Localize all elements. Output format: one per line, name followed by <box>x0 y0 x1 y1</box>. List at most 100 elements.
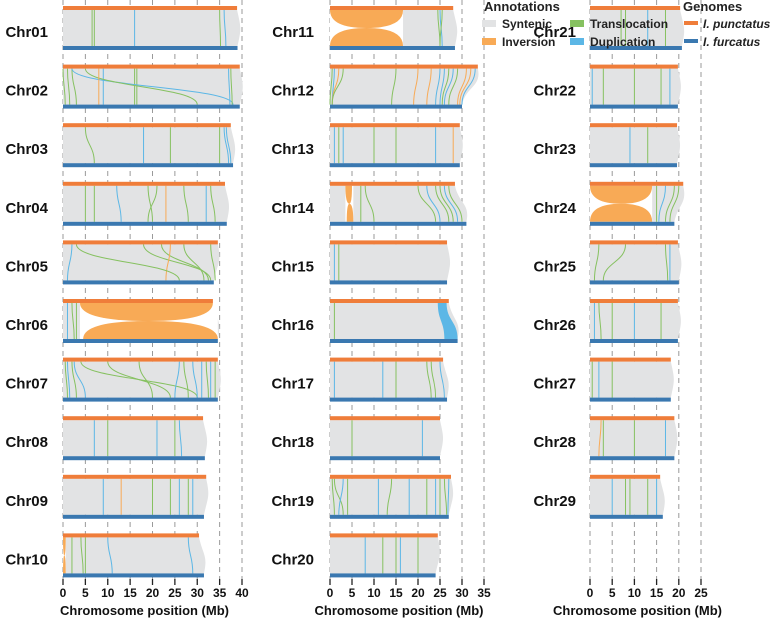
duplication-link <box>658 185 666 222</box>
chromosome-label: Chr26 <box>533 317 576 334</box>
chromosome-chr10: Chr10 <box>5 533 206 578</box>
syntenic-block <box>590 420 678 457</box>
legend-label: Syntenic <box>502 17 552 31</box>
i-punctatus-chromosome-bar <box>63 240 218 245</box>
chromosome-label: Chr05 <box>5 258 48 275</box>
translocation-link <box>210 185 216 222</box>
i-furcatus-chromosome-bar <box>63 573 204 578</box>
x-axis-title: Chromosome position (Mb) <box>60 603 229 618</box>
i-punctatus-chromosome-bar <box>63 64 240 69</box>
translocation-link <box>84 127 95 164</box>
tick-label: 35 <box>477 586 491 600</box>
translocation-link <box>107 361 171 398</box>
translocation-link <box>448 185 463 222</box>
translocation-link <box>669 185 680 222</box>
translocation-link <box>329 68 333 105</box>
legend-genome-label: I. furcatus <box>703 35 761 49</box>
chromosome-chr13: Chr13 <box>271 123 463 168</box>
i-furcatus-chromosome-bar <box>590 339 678 343</box>
panel-2: 0 5 10 15 20 25 30 35 Chromosome position (Mb) Ch… <box>271 0 491 618</box>
i-furcatus-chromosome-bar <box>63 280 214 285</box>
syntenic-block <box>63 537 206 574</box>
i-punctatus-chromosome-bar <box>590 6 681 10</box>
duplication-link <box>461 68 476 105</box>
duplication-link <box>71 68 234 105</box>
i-punctatus-chromosome-bar <box>330 6 454 10</box>
tick-label: 0 <box>327 586 334 600</box>
translocation-link <box>183 244 205 281</box>
translocation-link <box>364 185 375 222</box>
i-furcatus-chromosome-bar <box>63 221 227 226</box>
tick-label: 30 <box>191 586 205 600</box>
inversion-link <box>426 68 432 105</box>
chromosome-label: Chr16 <box>271 317 314 334</box>
chromosome-label: Chr25 <box>533 258 576 275</box>
i-furcatus-chromosome-bar <box>330 163 460 168</box>
chromosome-chr15: Chr15 <box>271 240 451 285</box>
duplication-link <box>225 127 232 164</box>
chromosome-label: Chr06 <box>5 317 48 334</box>
i-punctatus-chromosome-bar <box>63 299 213 303</box>
chromosome-label: Chr03 <box>5 141 48 158</box>
duplication-link <box>116 185 122 222</box>
translocation-link <box>75 244 180 281</box>
syntenic-block <box>590 244 682 281</box>
chromosome-label: Chr11 <box>272 24 314 41</box>
i-punctatus-chromosome-bar <box>590 357 671 362</box>
translocation-link <box>205 361 209 398</box>
legend-swatch-inversion <box>482 38 496 45</box>
i-furcatus-chromosome-bar <box>590 46 682 50</box>
syntenic-block <box>63 244 220 281</box>
legend-swatch-translocation <box>570 20 584 27</box>
i-furcatus-chromosome-bar <box>330 46 455 50</box>
translocation-link <box>71 361 77 398</box>
i-furcatus-chromosome-bar <box>330 339 458 343</box>
translocation-link <box>62 68 66 105</box>
i-furcatus-chromosome-bar <box>590 456 675 461</box>
legend-annotations-title: Annotations <box>484 0 560 14</box>
chromosome-label: Chr17 <box>271 376 314 393</box>
i-furcatus-chromosome-bar <box>590 221 675 226</box>
chromosome-chr05: Chr05 <box>5 240 220 285</box>
i-punctatus-chromosome-bar <box>63 357 218 362</box>
chromosome-label: Chr01 <box>5 24 48 41</box>
chromosome-label: Chr10 <box>5 551 48 568</box>
chromosome-chr17: Chr17 <box>271 357 449 402</box>
i-punctatus-chromosome-bar <box>330 64 478 69</box>
legend-genomes-title: Genomes <box>683 0 742 14</box>
chromosome-chr22: Chr22 <box>533 64 681 109</box>
i-punctatus-chromosome-bar <box>590 416 675 421</box>
duplication-link <box>443 68 454 105</box>
chromosome-chr29: Chr29 <box>533 474 665 519</box>
i-punctatus-chromosome-bar <box>330 240 448 245</box>
i-punctatus-chromosome-bar <box>590 64 678 69</box>
inversion-link <box>459 68 472 105</box>
chromosome-label: Chr09 <box>5 493 48 510</box>
syntenic-block <box>63 478 209 515</box>
tick-label: 5 <box>82 586 89 600</box>
chromosome-chr02: Chr02 <box>5 64 243 109</box>
translocation-link <box>664 244 669 281</box>
chromosome-label: Chr08 <box>5 434 48 451</box>
duplication-link <box>66 244 73 281</box>
legend: Annotations Syntenic Translocation Inversio… <box>482 0 771 49</box>
i-punctatus-chromosome-bar <box>590 474 661 479</box>
translocation-link <box>71 68 77 105</box>
translocation-link <box>386 478 393 515</box>
tick-label: 5 <box>349 586 356 600</box>
tick-label: 15 <box>650 586 664 600</box>
syntenic-block <box>590 303 681 339</box>
chromosome-chr04: Chr04 <box>5 181 230 226</box>
i-punctatus-chromosome-bar <box>330 416 440 421</box>
syntenic-block <box>63 10 241 46</box>
tick-label: 25 <box>433 586 447 600</box>
duplication-link <box>228 68 231 105</box>
tick-label: 25 <box>168 586 182 600</box>
legend-label: Inversion <box>502 35 555 49</box>
chromosome-label: Chr18 <box>271 434 314 451</box>
legend-genome-label: I. punctatus <box>703 17 771 31</box>
tick-label: 10 <box>367 586 381 600</box>
i-punctatus-chromosome-bar <box>63 416 204 421</box>
duplication-block <box>437 303 458 339</box>
translocation-link <box>66 68 71 105</box>
